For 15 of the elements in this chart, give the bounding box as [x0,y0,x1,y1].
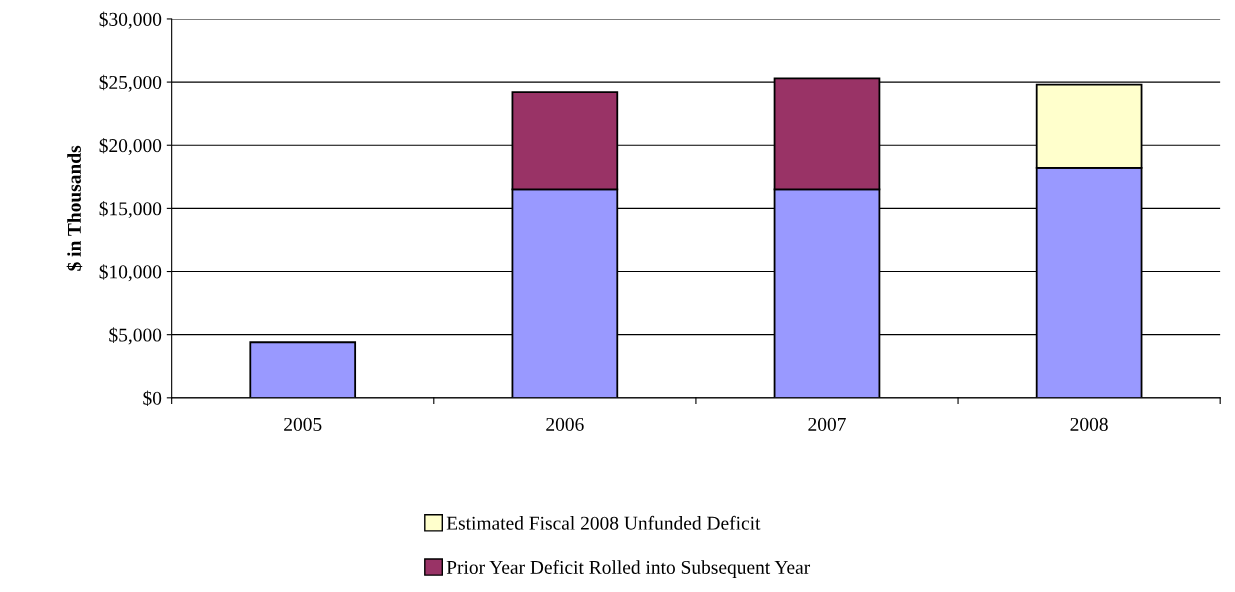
y-tick-label: $20,000 [99,137,162,155]
y-tick-label: $0 [143,390,162,407]
legend-label: Estimated Fiscal 2008 Unfunded Deficit [446,515,761,530]
x-tick-label: 2006 [546,417,584,431]
y-axis-title: $ in Thousands [66,145,83,271]
y-tick-label: $25,000 [99,74,162,92]
y-tick-label: $10,000 [99,264,162,282]
y-tick-label: $30,000 [99,11,162,29]
y-tick-label: $15,000 [99,201,162,219]
x-tick-label: 2007 [808,417,846,431]
x-tick-label: 2008 [1070,417,1108,431]
bar [249,341,357,398]
x-tick-label: 2005 [284,417,322,431]
legend-label: Prior Year Deficit Rolled into Subsequent Year [446,560,811,578]
y-tick-label: $5,000 [109,327,162,345]
